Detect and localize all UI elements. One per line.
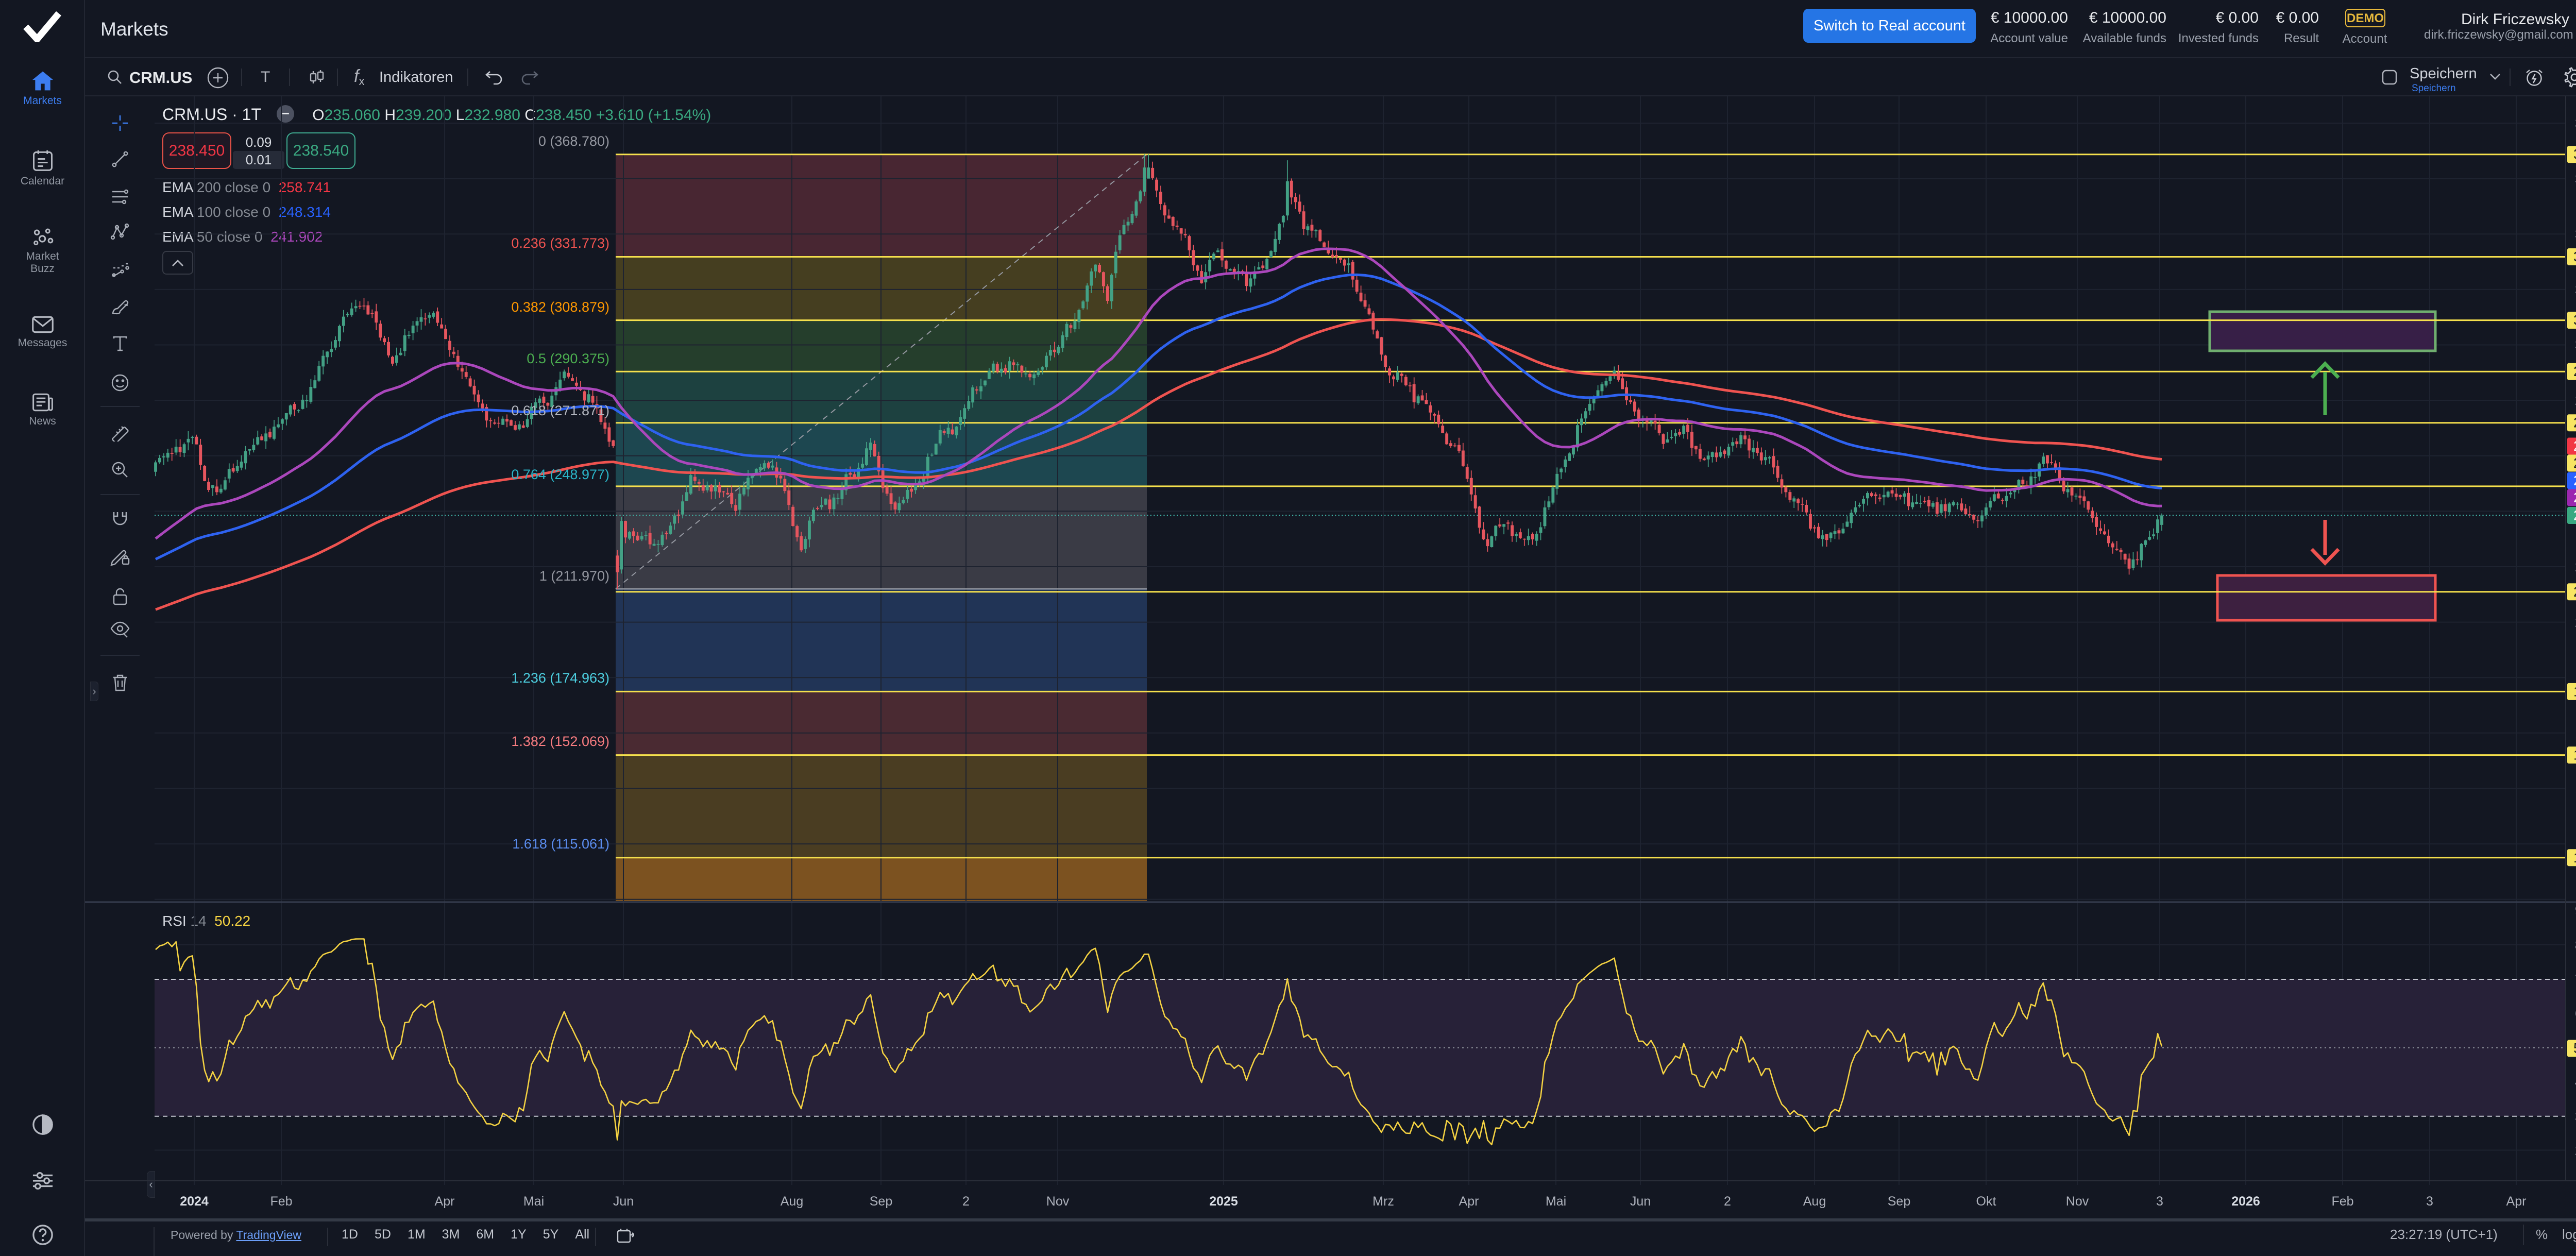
- svg-text:1.382 (152.069): 1.382 (152.069): [511, 734, 609, 749]
- svg-text:0.5 (290.375): 0.5 (290.375): [527, 351, 609, 366]
- svg-text:248.314: 248.314: [2573, 472, 2576, 488]
- svg-text:210.935: 210.935: [2573, 584, 2576, 600]
- svg-text:241.902: 241.902: [2573, 489, 2576, 505]
- svg-text:160.000: 160.000: [2575, 725, 2576, 741]
- svg-text:70.00: 70.00: [2575, 972, 2576, 987]
- svg-text:140.000: 140.000: [2575, 780, 2576, 796]
- svg-text:220.000: 220.000: [2575, 559, 2576, 574]
- svg-text:280.000: 280.000: [2575, 393, 2576, 408]
- svg-text:60.00: 60.00: [2575, 1006, 2576, 1021]
- svg-text:0.382 (308.879): 0.382 (308.879): [511, 299, 609, 315]
- svg-text:100.000: 100.000: [2575, 892, 2576, 907]
- svg-text:Jun: Jun: [613, 1194, 634, 1209]
- svg-text:0.764 (248.977): 0.764 (248.977): [511, 467, 609, 482]
- svg-text:Feb: Feb: [270, 1194, 292, 1209]
- svg-text:368.780: 368.780: [2573, 146, 2576, 162]
- svg-text:308.879: 308.879: [2573, 312, 2576, 328]
- svg-text:271.871: 271.871: [2573, 415, 2576, 431]
- svg-text:Feb: Feb: [2331, 1194, 2353, 1209]
- svg-text:340.000: 340.000: [2575, 226, 2576, 242]
- svg-text:Mai: Mai: [1546, 1194, 1566, 1209]
- svg-text:Apr: Apr: [1459, 1194, 1479, 1209]
- svg-text:290.375: 290.375: [2573, 363, 2576, 379]
- svg-text:Mai: Mai: [523, 1194, 544, 1209]
- svg-text:300.000: 300.000: [2575, 337, 2576, 352]
- svg-text:2: 2: [1724, 1194, 1731, 1209]
- svg-text:0 (368.780): 0 (368.780): [538, 133, 609, 149]
- svg-text:1.236 (174.963): 1.236 (174.963): [511, 670, 609, 686]
- svg-text:331.773: 331.773: [2573, 249, 2576, 265]
- svg-text:380.000: 380.000: [2575, 115, 2576, 131]
- svg-text:2: 2: [962, 1194, 970, 1209]
- svg-text:200.000: 200.000: [2575, 615, 2576, 630]
- svg-text:238.450: 238.450: [2573, 507, 2576, 523]
- svg-text:120.000: 120.000: [2575, 836, 2576, 852]
- svg-text:40.00: 40.00: [2575, 1074, 2576, 1090]
- svg-text:Nov: Nov: [2066, 1194, 2089, 1209]
- svg-text:Sep: Sep: [870, 1194, 892, 1209]
- svg-text:2024: 2024: [180, 1194, 209, 1209]
- svg-text:2026: 2026: [2231, 1194, 2260, 1209]
- svg-text:30.00: 30.00: [2575, 1109, 2576, 1124]
- svg-text:115.061: 115.061: [2573, 850, 2576, 865]
- svg-text:Nov: Nov: [1046, 1194, 1070, 1209]
- svg-text:90.00: 90.00: [2575, 903, 2576, 918]
- svg-text:3: 3: [2426, 1194, 2433, 1209]
- svg-text:Mrz: Mrz: [1372, 1194, 1394, 1209]
- svg-text:1 (211.970): 1 (211.970): [539, 568, 609, 584]
- svg-text:248.977: 248.977: [2573, 455, 2576, 471]
- svg-text:Apr: Apr: [435, 1194, 455, 1209]
- svg-text:Apr: Apr: [2506, 1194, 2527, 1209]
- svg-text:0.236 (331.773): 0.236 (331.773): [511, 235, 609, 251]
- svg-text:Aug: Aug: [1803, 1194, 1826, 1209]
- svg-text:174.963: 174.963: [2573, 683, 2576, 699]
- svg-text:152.069: 152.069: [2573, 747, 2576, 763]
- svg-text:320.000: 320.000: [2575, 282, 2576, 297]
- svg-text:0.618 (271.871): 0.618 (271.871): [511, 403, 609, 418]
- svg-text:2025: 2025: [1209, 1194, 1238, 1209]
- svg-text:Aug: Aug: [781, 1194, 803, 1209]
- svg-text:20.00: 20.00: [2575, 1143, 2576, 1158]
- svg-text:Jun: Jun: [1630, 1194, 1651, 1209]
- svg-text:3: 3: [2156, 1194, 2163, 1209]
- svg-text:258.741: 258.741: [2573, 438, 2576, 454]
- svg-text:80.00: 80.00: [2575, 937, 2576, 953]
- svg-text:Sep: Sep: [1888, 1194, 1910, 1209]
- svg-text:360.000: 360.000: [2575, 171, 2576, 186]
- svg-text:1.618 (115.061): 1.618 (115.061): [512, 836, 609, 852]
- svg-text:180.000: 180.000: [2575, 670, 2576, 685]
- svg-text:50.22: 50.22: [2573, 1040, 2576, 1056]
- svg-text:Okt: Okt: [1976, 1194, 1996, 1209]
